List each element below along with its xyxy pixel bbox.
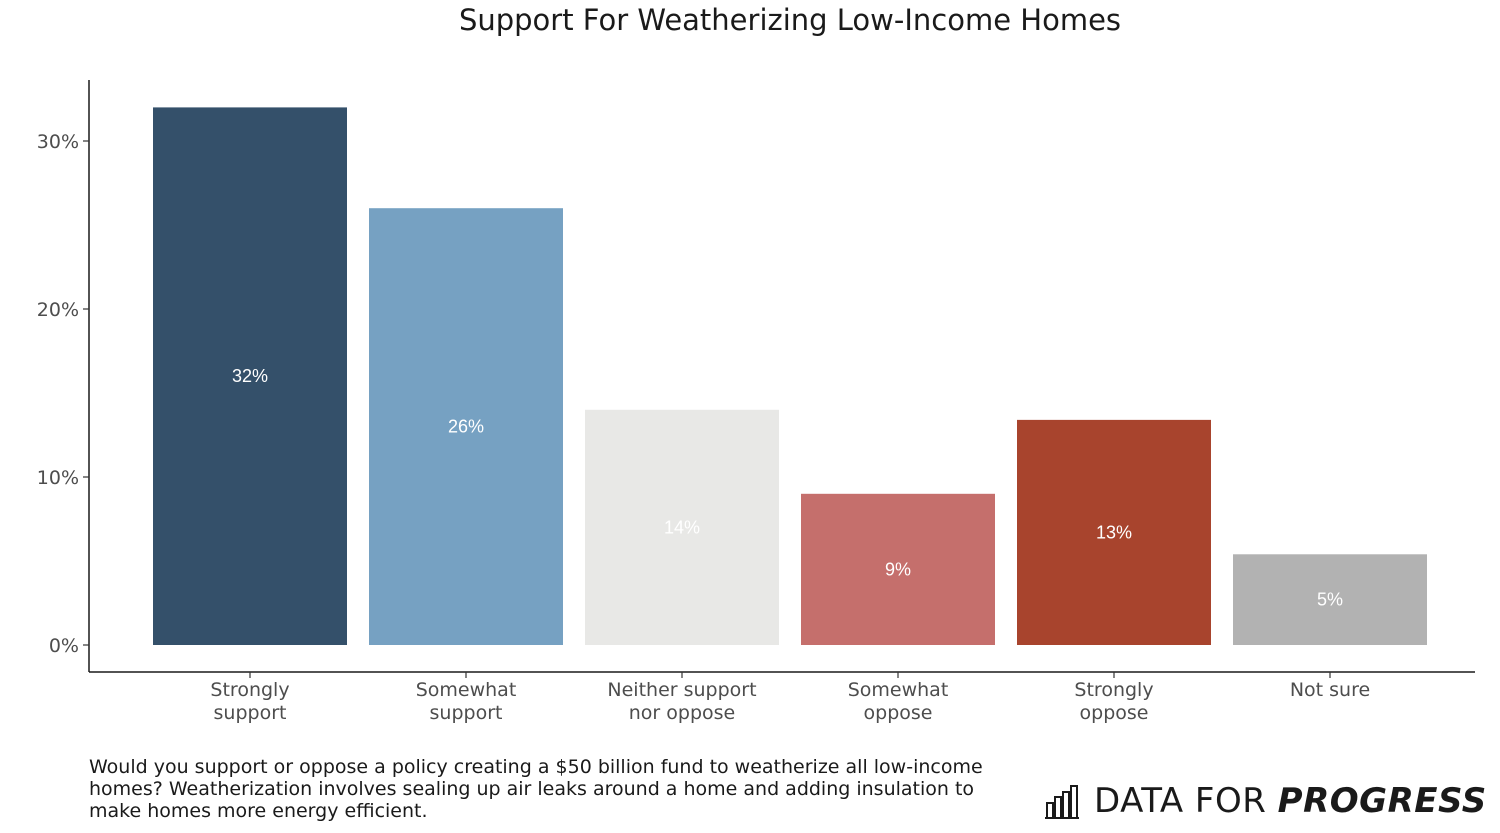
x-category-label: Neither support nor oppose <box>607 679 756 724</box>
brand-name: DATA FOR PROGRESS <box>1094 781 1487 821</box>
bar-chart-logo-icon <box>1045 785 1079 819</box>
bar-value-label: 13% <box>1096 522 1132 542</box>
x-category-label-line: nor oppose <box>629 702 735 724</box>
x-category-label-line: Strongly <box>1074 679 1153 701</box>
x-category-label-line: Somewhat <box>848 679 949 701</box>
x-category-label-line: support <box>430 702 503 724</box>
bar-value-label: 26% <box>448 417 484 437</box>
x-category-label: Somewhat oppose <box>848 679 949 724</box>
y-tick-label: 20% <box>37 299 79 321</box>
bar <box>1017 419 1211 645</box>
bar <box>1233 554 1427 645</box>
x-category-label: Strongly oppose <box>1074 679 1153 724</box>
x-category-label: Somewhat support <box>416 679 517 724</box>
bar <box>801 493 995 645</box>
y-axis: 0% 10% 20% 30% <box>37 80 90 672</box>
bar <box>369 208 563 645</box>
x-category-label-line: Strongly <box>210 679 289 701</box>
y-tick-label: 10% <box>37 467 79 489</box>
bar-value-label: 32% <box>232 366 268 386</box>
brand-logo: DATA FOR PROGRESS <box>1044 778 1494 824</box>
bar-chart: Support For Weatherizing Low-Income Home… <box>37 3 1475 724</box>
x-category-label-line: support <box>214 702 287 724</box>
bar <box>153 107 347 645</box>
x-category-label: Not sure <box>1290 679 1370 701</box>
x-category-label-line: oppose <box>1080 702 1149 724</box>
x-category-label-line: oppose <box>864 702 933 724</box>
y-tick-label: 0% <box>49 635 79 657</box>
bar-value-label: 5% <box>1317 590 1343 610</box>
brand-name-light: DATA FOR <box>1094 781 1278 821</box>
brand-name-bold: PROGRESS <box>1277 781 1487 821</box>
x-category-label-line: Neither support <box>607 679 756 701</box>
question-caption: Would you support or oppose a policy cre… <box>89 756 983 822</box>
bar-value-label: 9% <box>885 559 911 579</box>
x-category-label-line: Somewhat <box>416 679 517 701</box>
bars-group: 32% 26% 14% 9% 13% 5% <box>153 107 1427 645</box>
x-category-label: Strongly support <box>210 679 289 724</box>
bar <box>585 409 779 645</box>
y-tick-label: 30% <box>37 131 79 153</box>
bar-value-label: 14% <box>664 517 700 537</box>
chart-title: Support For Weatherizing Low-Income Home… <box>459 3 1121 37</box>
x-category-label-line: Not sure <box>1290 679 1370 701</box>
